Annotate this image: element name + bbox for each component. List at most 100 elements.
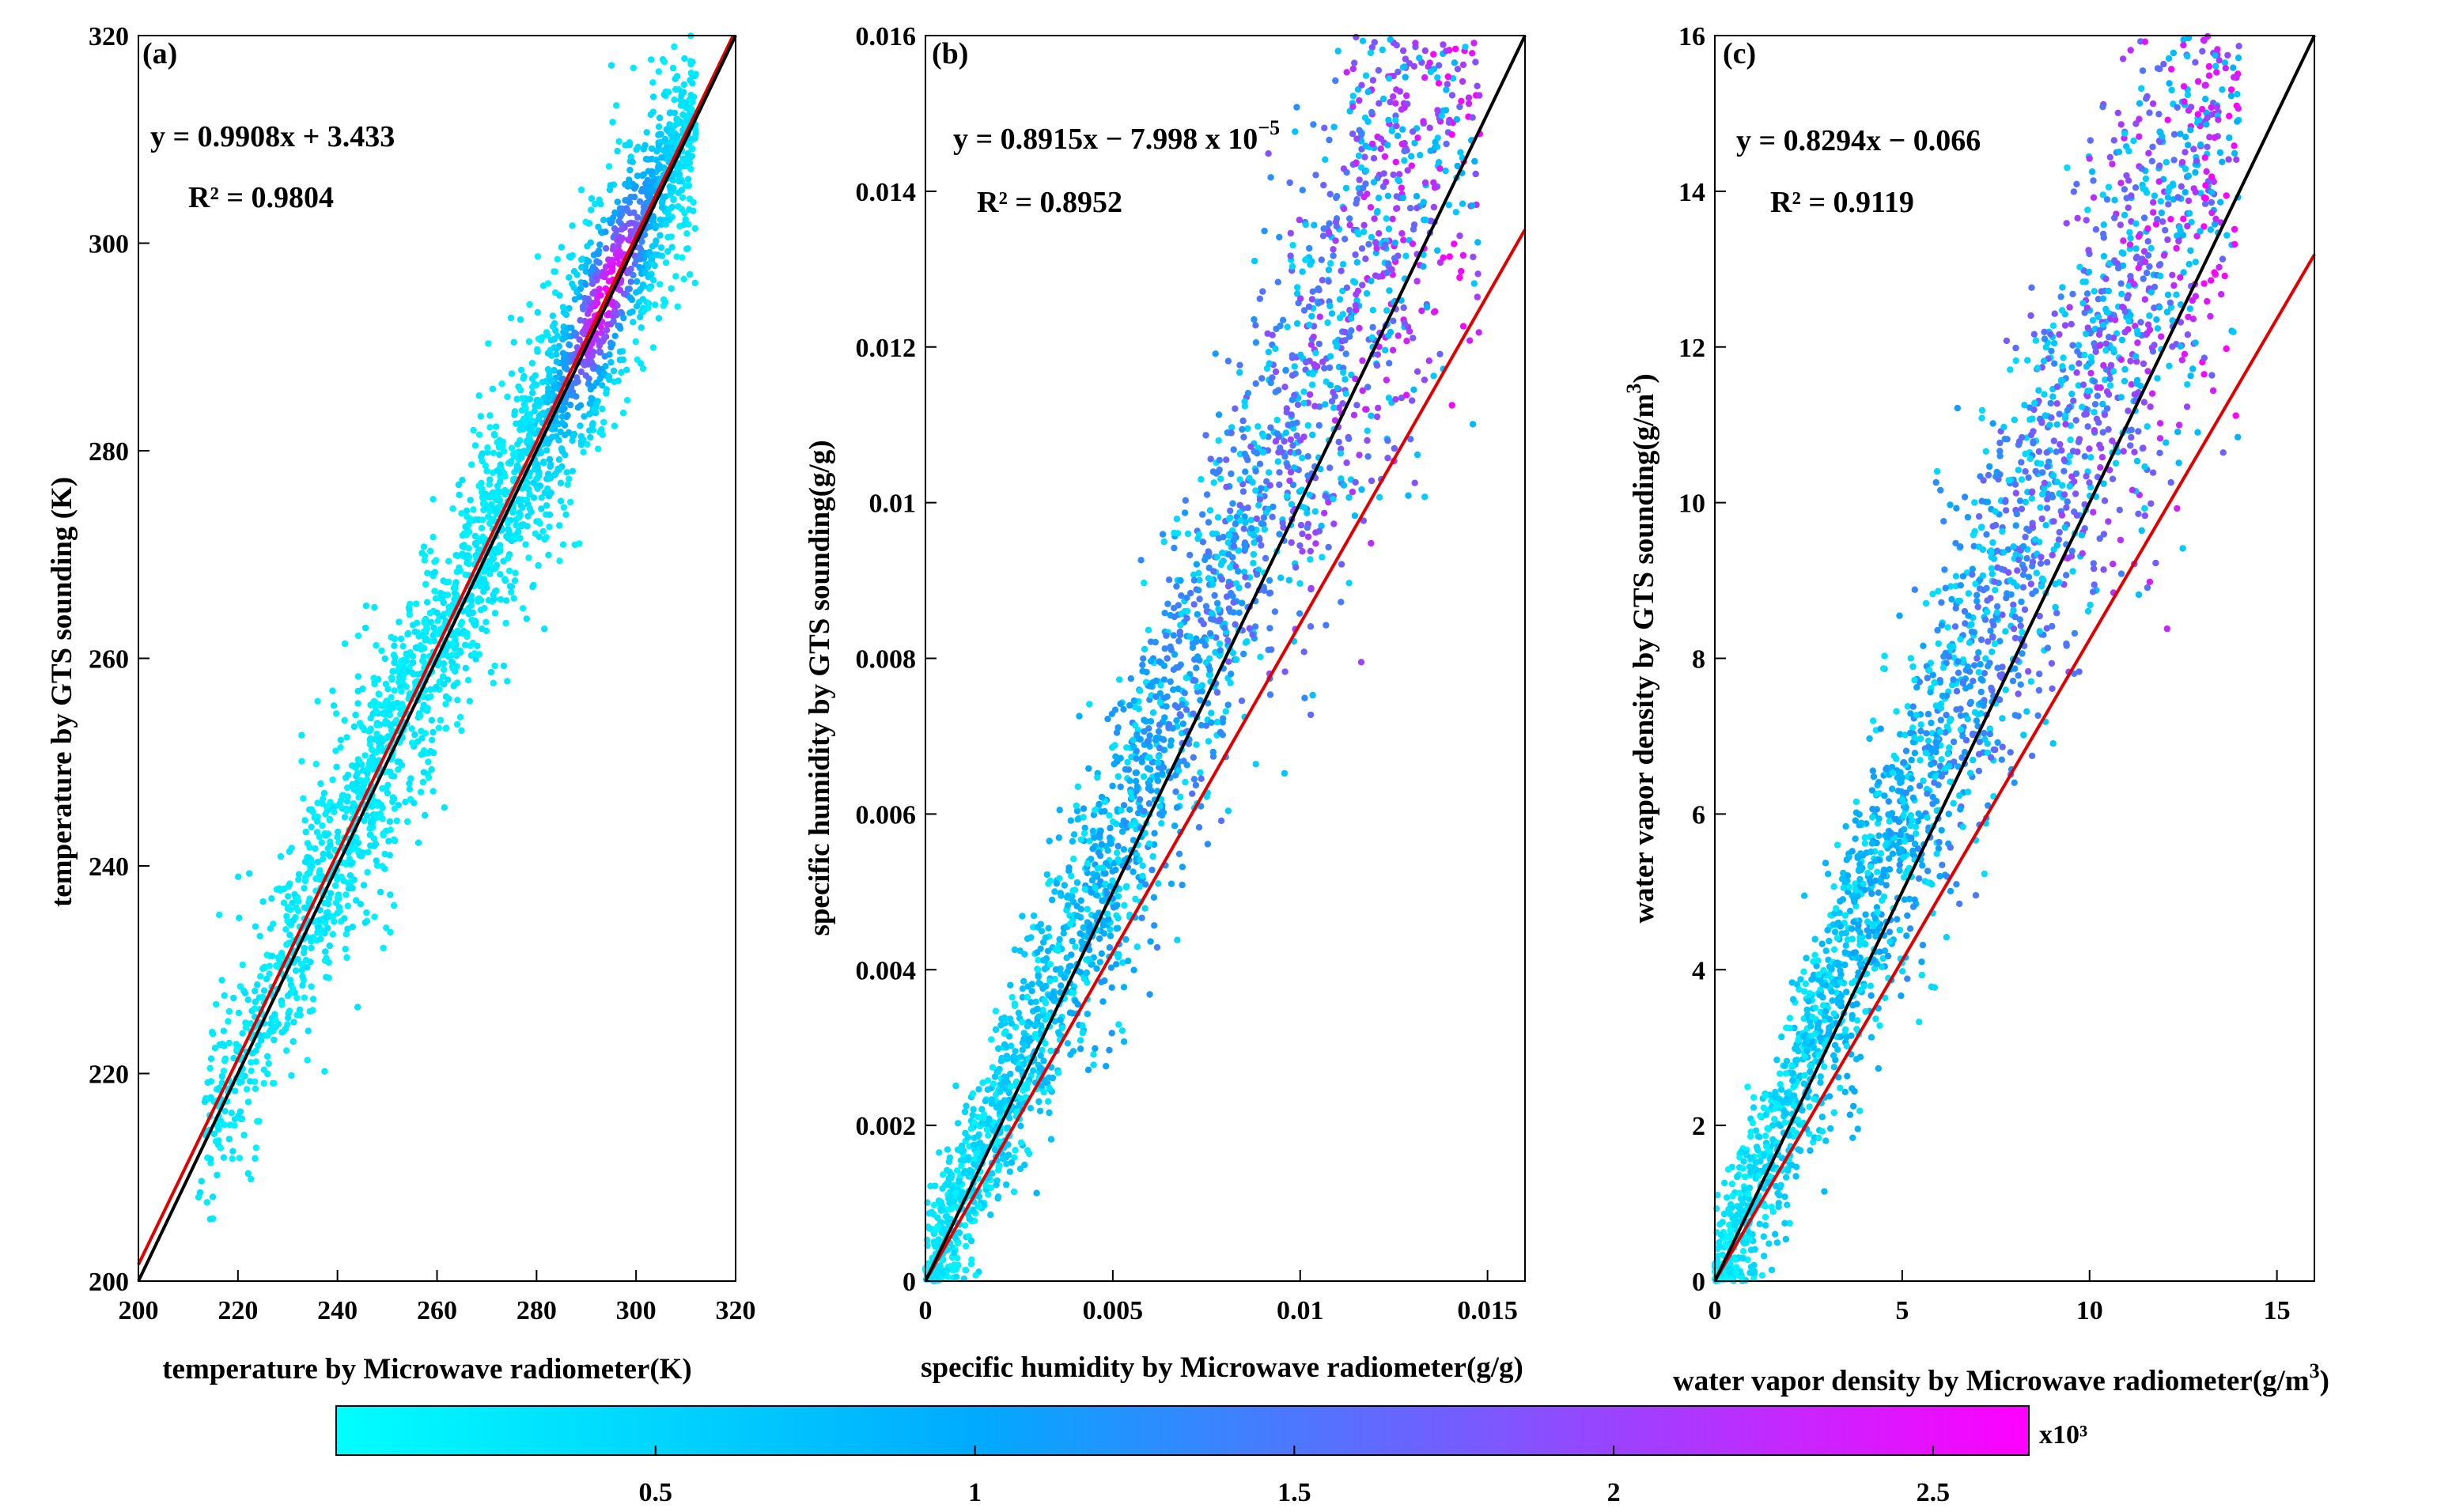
scatter-point: [1158, 765, 1165, 772]
scatter-point: [1316, 313, 1324, 320]
scatter-point: [558, 244, 566, 251]
scatter-point: [625, 236, 632, 244]
scatter-point: [681, 210, 688, 217]
scatter-point: [363, 812, 370, 819]
scatter-point: [1163, 632, 1170, 639]
scatter-point: [1291, 363, 1298, 370]
scatter-point: [672, 75, 679, 83]
scatter-point: [1310, 333, 1317, 341]
scatter-point: [1206, 666, 1213, 673]
scatter-point: [691, 225, 698, 232]
scatter-point: [1308, 312, 1315, 320]
scatter-point: [662, 221, 670, 228]
scatter-point: [1360, 193, 1368, 201]
scatter-point: [1106, 944, 1114, 951]
scatter-point: [254, 981, 261, 988]
scatter-point: [314, 858, 321, 866]
scatter-point: [422, 811, 429, 819]
scatter-point: [580, 448, 587, 455]
scatter-point: [626, 294, 634, 301]
scatter-point: [587, 433, 594, 441]
scatter-point: [286, 932, 293, 939]
scatter-point: [586, 400, 593, 407]
scatter-point: [1458, 97, 1465, 105]
scatter-point: [1098, 841, 1105, 848]
scatter-point: [1470, 40, 1478, 47]
scatter-point: [1012, 1147, 1019, 1154]
scatter-point: [569, 467, 577, 474]
scatter-point: [498, 380, 505, 387]
scatter-point: [317, 780, 324, 788]
scatter-point: [944, 1146, 952, 1153]
panel-label-a: (a): [142, 37, 177, 70]
scatter-point: [271, 1036, 278, 1044]
scatter-point: [534, 308, 541, 316]
scatter-point: [519, 605, 527, 612]
scatter-point: [602, 363, 609, 370]
scatter-point: [1046, 837, 1053, 845]
scatter-point: [939, 1185, 946, 1193]
scatter-point: [1281, 384, 1289, 391]
scatter-point: [465, 560, 472, 568]
scatter-point: [1199, 511, 1206, 518]
scatter-point: [619, 356, 627, 364]
scatter-point: [1198, 617, 1205, 624]
scatter-point: [935, 1236, 943, 1243]
scatter-point: [1382, 346, 1389, 353]
scatter-point: [974, 1132, 982, 1140]
scatter-point: [282, 926, 289, 933]
scatter-point: [1401, 157, 1408, 164]
scatter-point: [1276, 531, 1283, 538]
scatter-point: [1058, 982, 1065, 989]
scatter-point: [1432, 138, 1439, 146]
scatter-point: [1413, 368, 1421, 375]
scatter-point: [545, 384, 552, 392]
scatter-point: [1413, 278, 1421, 285]
scatter-point: [577, 316, 584, 324]
scatter-point: [362, 602, 370, 610]
scatter-point: [652, 301, 659, 308]
scatter-point: [1243, 638, 1251, 645]
scatter-point: [1383, 307, 1391, 314]
scatter-point: [481, 605, 488, 612]
scatter-point: [1084, 979, 1091, 986]
scatter-point: [1155, 753, 1163, 760]
scatter-point: [433, 609, 441, 617]
scatter-point: [663, 126, 670, 133]
y-axis-title-a: temperature by GTS sounding (K): [46, 477, 78, 907]
scatter-point: [1049, 1074, 1057, 1082]
scatter-point: [389, 704, 397, 712]
scatter-point: [393, 716, 400, 724]
scatter-point: [1392, 158, 1400, 166]
scatter-point: [1334, 384, 1341, 392]
scatter-point: [1036, 1107, 1044, 1115]
scatter-point: [1152, 736, 1160, 743]
scatter-point: [1149, 852, 1156, 860]
scatter-point: [1195, 824, 1203, 831]
scatter-point: [1362, 72, 1370, 79]
scatter-point: [1156, 811, 1164, 818]
scatter-point: [1066, 920, 1074, 928]
scatter-point: [490, 679, 497, 686]
scatter-point: [431, 588, 438, 595]
scatter-point: [1289, 442, 1296, 449]
scatter-point: [953, 1273, 960, 1280]
scatter-point: [602, 244, 610, 252]
scatter-point: [363, 776, 371, 783]
scatter-point: [1421, 216, 1428, 224]
scatter-point: [535, 561, 542, 569]
scatter-point: [1156, 699, 1164, 706]
scatter-point: [1113, 924, 1120, 932]
scatter-point: [366, 825, 373, 832]
scatter-point: [577, 422, 584, 429]
scatter-point: [1294, 401, 1302, 408]
scatter-point: [1406, 327, 1413, 335]
scatter-point: [1046, 1109, 1053, 1117]
scatter-point: [1084, 1011, 1092, 1018]
scatter-point: [392, 654, 399, 661]
scatter-point: [1452, 209, 1460, 216]
scatter-point: [1401, 63, 1408, 70]
scatter-point: [322, 832, 330, 839]
scatter-point: [585, 380, 592, 387]
scatter-point: [1328, 398, 1336, 405]
